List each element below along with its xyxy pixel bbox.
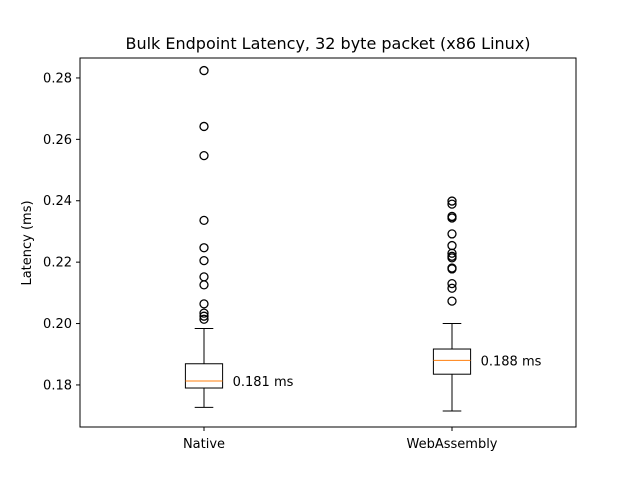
median-annotation: 0.188 ms	[481, 354, 542, 369]
boxplots: 0.181 ms 0.188 ms	[184, 65, 542, 412]
outlier-point	[447, 199, 457, 209]
outlier-point	[447, 278, 457, 289]
iqr-box	[184, 363, 224, 389]
boxplot-native: 0.181 ms	[184, 65, 294, 408]
outlier-point	[447, 283, 457, 293]
outlier-point	[199, 308, 209, 318]
y-tick-label: 0.22	[43, 256, 72, 271]
y-tick-label: 0.28	[43, 71, 72, 86]
x-tick-label: WebAssembly	[407, 437, 498, 452]
outlier-point	[199, 314, 209, 324]
y-tick-label: 0.24	[43, 194, 72, 209]
chart-title: Bulk Endpoint Latency, 32 byte packet (x…	[125, 34, 530, 53]
outlier-point	[447, 240, 457, 251]
outlier-point	[447, 253, 457, 263]
y-tick-label: 0.20	[43, 317, 72, 332]
y-tick-label: 0.26	[43, 133, 72, 148]
boxplot-webassembly: 0.188 ms	[432, 196, 542, 412]
outlier-point	[199, 311, 209, 321]
outlier-point	[199, 280, 209, 290]
outlier-point	[199, 255, 209, 266]
outlier-point	[199, 215, 209, 226]
outlier-point	[199, 121, 209, 132]
outlier-point	[447, 213, 457, 223]
y-tick-label: 0.18	[43, 378, 72, 393]
outlier-point	[447, 196, 457, 206]
outlier-point	[199, 243, 209, 253]
outlier-point	[199, 272, 209, 282]
outlier-point	[447, 264, 457, 274]
y-axis: 0.18 0.20 0.22 0.24 0.26 0.28	[43, 71, 80, 393]
iqr-box	[432, 348, 472, 375]
outlier-point	[447, 229, 457, 239]
outlier-point	[447, 296, 457, 306]
y-axis-label: Latency (ms)	[20, 200, 35, 285]
plot-area	[79, 57, 577, 428]
median-annotation: 0.181 ms	[233, 375, 294, 390]
outlier-point	[199, 65, 209, 76]
outlier-point	[199, 150, 209, 161]
outlier-point	[447, 248, 457, 258]
x-tick-label: Native	[183, 437, 225, 452]
x-axis: Native WebAssembly	[183, 427, 498, 452]
outlier-point	[199, 299, 209, 309]
